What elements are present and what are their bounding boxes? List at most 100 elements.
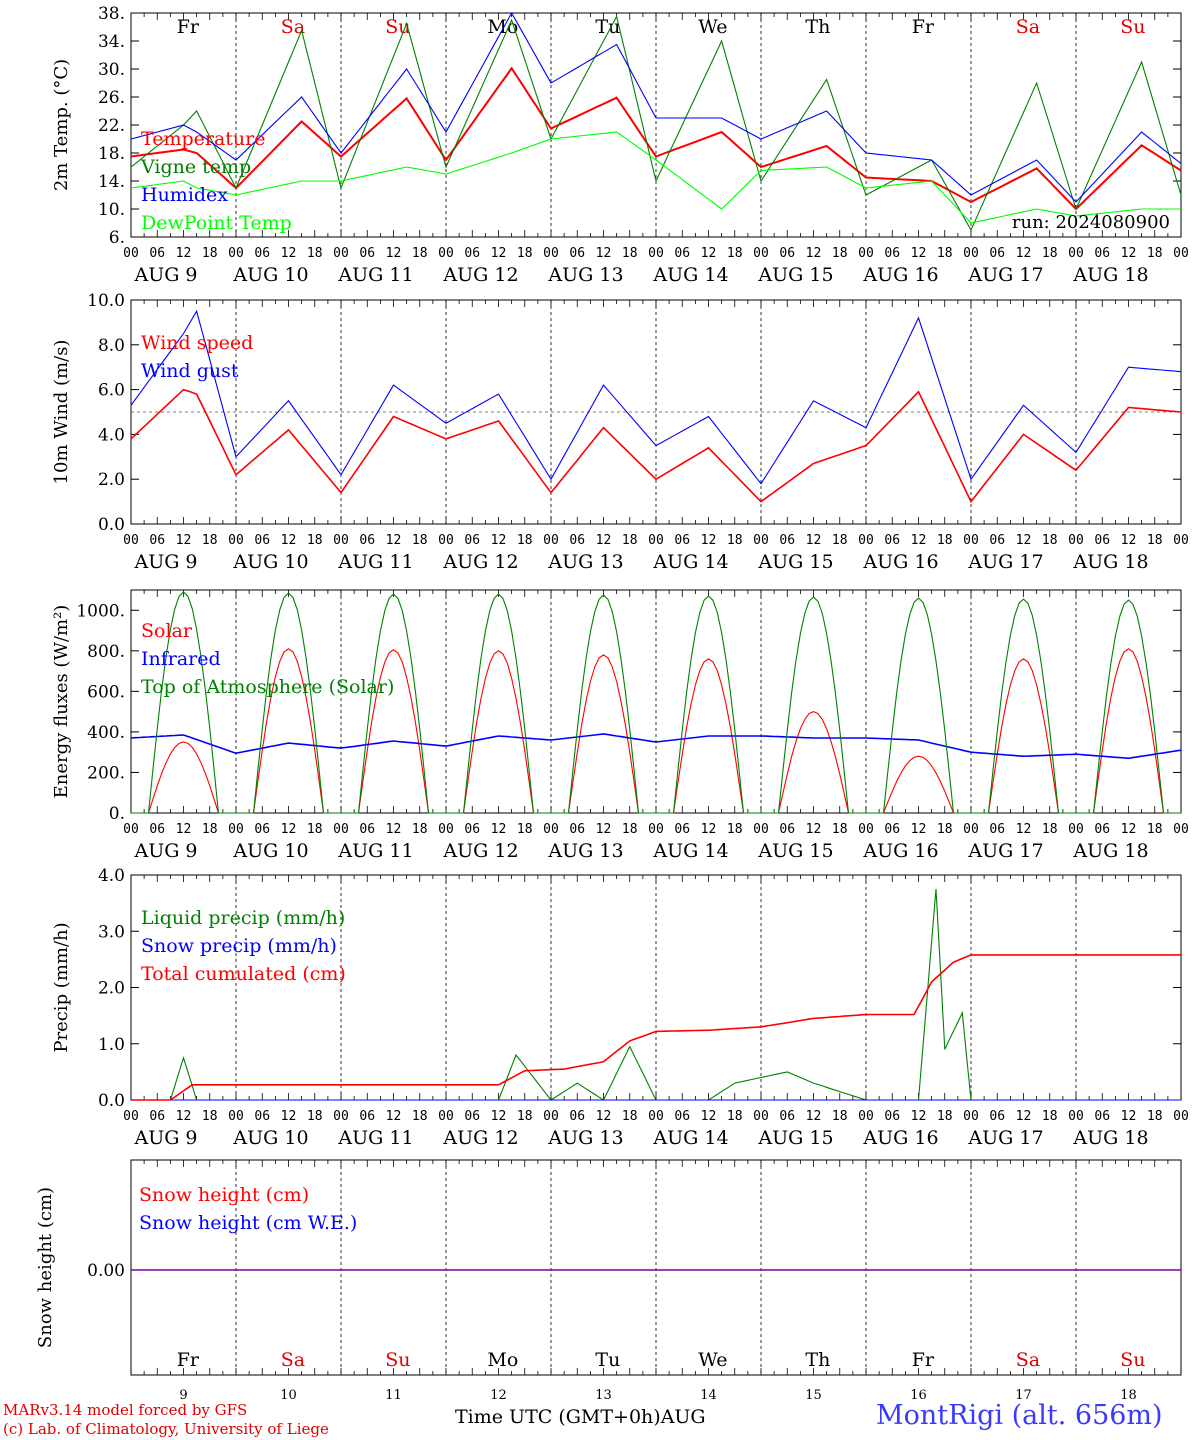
- hour-tick-label: 18: [202, 822, 218, 837]
- hour-tick-label: 00: [858, 822, 874, 837]
- date-label: AUG 17: [967, 264, 1043, 286]
- day-number-label: 10: [280, 1388, 297, 1403]
- hour-tick-label: 18: [622, 822, 638, 837]
- hour-tick-label: 00: [333, 1109, 349, 1124]
- hour-tick-label: 06: [149, 246, 165, 261]
- date-label: AUG 10: [232, 1127, 308, 1149]
- y-tick-label: 400.: [87, 723, 125, 743]
- hour-tick-label: 12: [911, 1109, 927, 1124]
- series-line-dewpoint-temp: [130, 131, 1181, 224]
- hour-tick-label: 12: [596, 246, 612, 261]
- hour-tick-label: 12: [1016, 1109, 1032, 1124]
- date-label: AUG 11: [337, 264, 413, 286]
- date-label: AUG 16: [862, 1127, 938, 1149]
- y-tick-label: 4.0: [98, 425, 125, 445]
- hour-tick-label: 18: [412, 246, 428, 261]
- model-credit: MARv3.14 model forced by GFS: [3, 1401, 248, 1419]
- credits: MARv3.14 model forced by GFS (c) Lab. of…: [3, 1401, 329, 1439]
- hour-tick-label: 00: [963, 533, 979, 548]
- y-tick-label: 6.0: [98, 381, 125, 401]
- hour-tick-label: 00: [333, 822, 349, 837]
- date-label: AUG 14: [652, 840, 728, 862]
- legend-entry: Liquid precip (mm/h): [141, 907, 345, 929]
- y-tick-label: 800.: [87, 642, 125, 662]
- hour-tick-label: 12: [806, 246, 822, 261]
- hour-tick-label: 18: [622, 1109, 638, 1124]
- hour-tick-label: 12: [701, 1109, 717, 1124]
- date-label: AUG 10: [232, 551, 308, 573]
- day-number-label: 13: [595, 1388, 612, 1403]
- date-label: AUG 12: [442, 1127, 518, 1149]
- date-label: AUG 16: [862, 840, 938, 862]
- hour-tick-label: 12: [176, 246, 192, 261]
- hour-tick-label: 18: [1042, 822, 1058, 837]
- y-tick-label: 10.0: [87, 291, 125, 311]
- series-line-total-cumulated-cm-: [131, 954, 1181, 1101]
- y-axis-label-1: 10m Wind (m/s): [51, 340, 72, 485]
- hour-tick-label: 18: [412, 533, 428, 548]
- hour-tick-label: 06: [359, 822, 375, 837]
- hour-tick-label: 12: [176, 533, 192, 548]
- hour-tick-label: 06: [1094, 1109, 1110, 1124]
- hour-tick-label: 12: [1016, 533, 1032, 548]
- date-label: AUG 15: [757, 264, 833, 286]
- series-line-wind-speed: [130, 388, 1182, 504]
- y-tick-label: 0.0: [98, 1091, 125, 1111]
- date-label: AUG 17: [967, 551, 1043, 573]
- hour-tick-label: 00: [543, 246, 559, 261]
- date-label: AUG 12: [442, 264, 518, 286]
- date-label: AUG 16: [862, 264, 938, 286]
- plot-frame-2: [130, 589, 1182, 814]
- hour-tick-label: 12: [806, 533, 822, 548]
- hour-tick-label: 18: [1042, 246, 1058, 261]
- hour-tick-label: 06: [884, 822, 900, 837]
- series-line-humidex: [130, 11, 1182, 203]
- date-label: AUG 10: [232, 840, 308, 862]
- hour-tick-label: 18: [832, 1109, 848, 1124]
- hour-tick-label: 06: [569, 1109, 585, 1124]
- hour-tick-label: 18: [727, 822, 743, 837]
- hour-tick-label: 12: [491, 1109, 507, 1124]
- hour-tick-label: 12: [1016, 246, 1032, 261]
- hour-tick-label: 00: [963, 1109, 979, 1124]
- day-number-label: 15: [805, 1388, 822, 1403]
- weekday-label: Tu: [595, 16, 620, 38]
- series-line-top-of-atmosphere-solar-: [131, 591, 1181, 814]
- hour-tick-label: 06: [884, 1109, 900, 1124]
- hour-tick-label: 00: [333, 533, 349, 548]
- hour-tick-label: 06: [149, 1109, 165, 1124]
- hour-tick-label: 00: [1173, 822, 1189, 837]
- date-label: AUG 14: [652, 1127, 728, 1149]
- y-tick-label: 2.0: [98, 470, 125, 490]
- legend-entry: Top of Atmosphere (Solar): [141, 676, 394, 698]
- hour-tick-label: 12: [281, 822, 297, 837]
- hour-tick-label: 12: [596, 533, 612, 548]
- date-label: AUG 13: [547, 1127, 623, 1149]
- weekday-label: We: [698, 16, 727, 38]
- hour-tick-label: 06: [1094, 533, 1110, 548]
- hour-tick-label: 18: [517, 246, 533, 261]
- legend-entry: Snow precip (mm/h): [141, 935, 337, 957]
- weekday-label: Sa: [1016, 1349, 1040, 1371]
- day-number-label: 18: [1120, 1388, 1137, 1403]
- date-label: AUG 15: [757, 1127, 833, 1149]
- hour-tick-label: 00: [438, 822, 454, 837]
- hour-tick-label: 00: [1068, 533, 1084, 548]
- hour-tick-label: 06: [779, 822, 795, 837]
- weekday-label: Fr: [177, 1349, 200, 1371]
- hour-tick-label: 06: [674, 1109, 690, 1124]
- y-tick-label: 0.: [109, 804, 125, 824]
- hour-tick-label: 12: [386, 246, 402, 261]
- date-label: AUG 18: [1072, 264, 1148, 286]
- hour-tick-label: 18: [307, 246, 323, 261]
- hour-tick-label: 06: [149, 533, 165, 548]
- y-tick-label: 1.0: [98, 1035, 125, 1055]
- hour-tick-label: 12: [1121, 1109, 1137, 1124]
- y-tick-label: 1000.: [76, 601, 125, 621]
- hour-tick-label: 18: [307, 1109, 323, 1124]
- hour-tick-label: 18: [517, 533, 533, 548]
- legend-entry: Vigne temp: [140, 156, 251, 178]
- hour-tick-label: 06: [884, 246, 900, 261]
- hour-tick-label: 00: [438, 246, 454, 261]
